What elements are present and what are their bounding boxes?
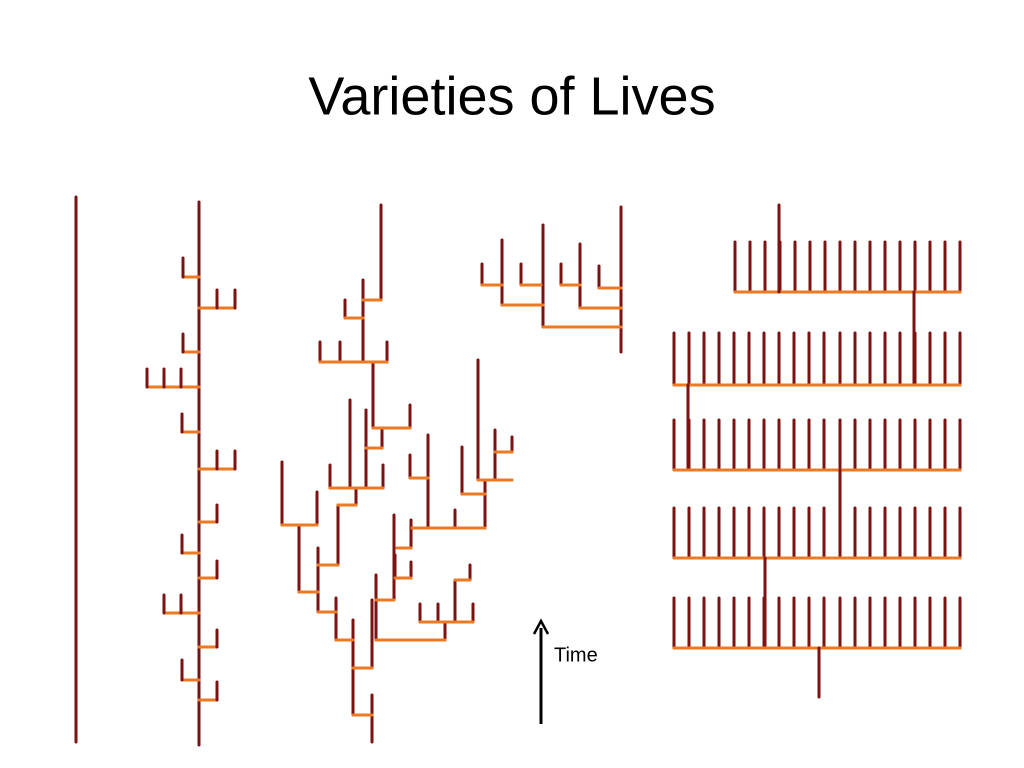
slide-title: Varieties of Lives xyxy=(308,66,715,126)
time-arrow-head xyxy=(532,618,550,635)
time-label: Time xyxy=(554,644,598,666)
trees xyxy=(74,195,962,747)
